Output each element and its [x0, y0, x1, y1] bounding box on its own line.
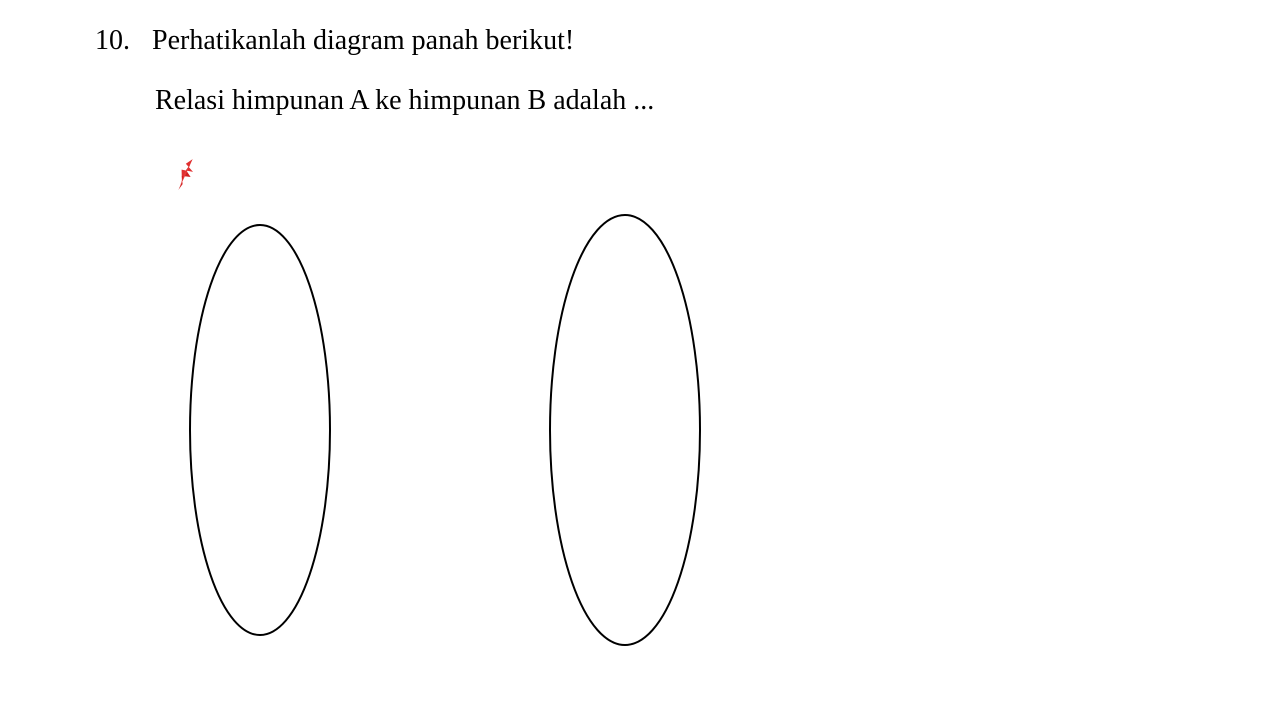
question-block: 10. Perhatikanlah diagram panah berikut!… — [95, 25, 654, 117]
question-number: 10. — [95, 25, 130, 57]
question-line1: Perhatikanlah diagram panah berikut! — [152, 25, 574, 57]
set-ellipse — [190, 225, 330, 635]
diagram-svg — [165, 165, 745, 655]
question-line2: Relasi himpunan A ke himpunan B adalah .… — [155, 85, 654, 117]
set-ellipse — [550, 215, 700, 645]
arrow-diagram — [165, 165, 745, 655]
